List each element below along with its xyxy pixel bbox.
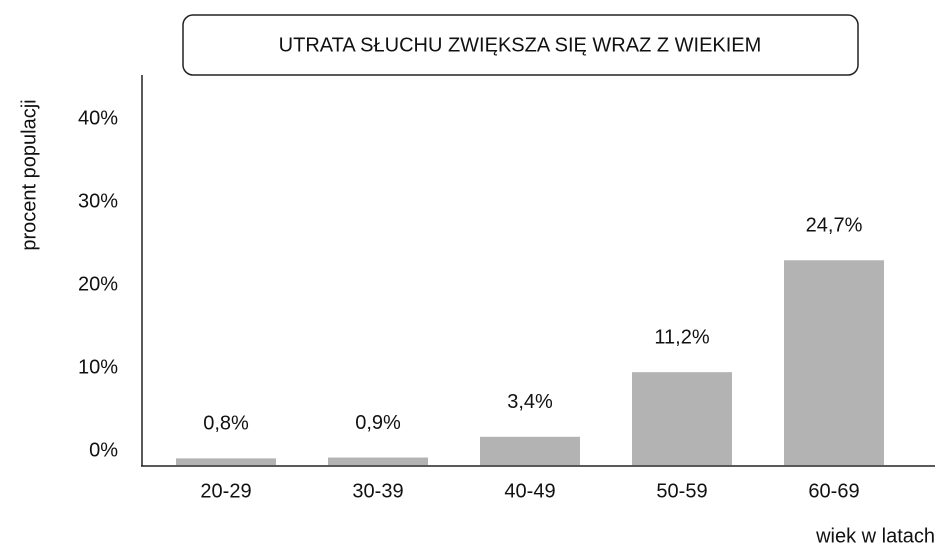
x-axis-label: wiek w latach [815, 525, 935, 547]
y-tick-label: 40% [78, 108, 118, 130]
value-label: 0,9% [355, 412, 401, 434]
value-label: 11,2% [654, 326, 709, 348]
x-tick-label: 20-29 [200, 480, 251, 502]
y-tick-label: 20% [78, 274, 118, 296]
bar [632, 372, 732, 465]
x-tick-label: 40-49 [504, 480, 555, 502]
value-label: 24,7% [806, 215, 863, 237]
bar [176, 458, 276, 465]
value-label: 0,8% [203, 413, 249, 435]
title-box [182, 14, 859, 76]
y-tick-label: 0% [89, 439, 118, 461]
y-axis-label: procent populacji [18, 99, 40, 250]
x-tick-label: 60-69 [808, 480, 859, 502]
value-label: 3,4% [507, 391, 553, 413]
bar [328, 457, 428, 465]
x-tick-label: 30-39 [352, 480, 403, 502]
y-tick-label: 30% [78, 191, 118, 213]
x-tick-label: 50-59 [656, 480, 707, 502]
chart-title: UTRATA SŁUCHU ZWIĘKSZA SIĘ WRAZ Z WIEKIE… [279, 34, 762, 56]
bar [480, 436, 580, 465]
bar [784, 260, 884, 465]
y-tick-label: 10% [78, 356, 118, 378]
